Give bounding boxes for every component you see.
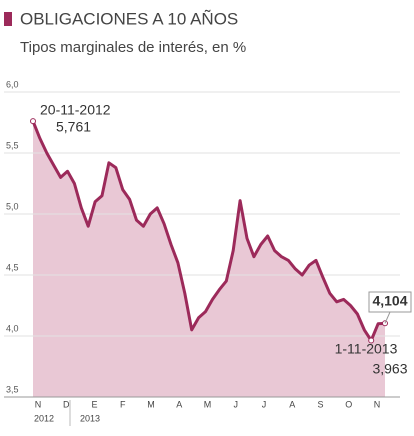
x-tick-label: A <box>176 399 182 409</box>
year-label: 2012 <box>34 413 54 423</box>
annotation-point <box>368 337 375 344</box>
x-tick-label: F <box>120 399 126 409</box>
x-tick-label: D <box>63 399 70 409</box>
y-tick-label: 6,0 <box>6 79 19 89</box>
annotation-value: 3,963 <box>372 361 407 377</box>
annotation-leader <box>384 311 391 324</box>
x-tick-label: J <box>262 399 267 409</box>
chart-subtitle: Tipos marginales de interés, en % <box>20 39 246 56</box>
annotation-date: 20-11-2012 <box>40 102 111 118</box>
area <box>33 121 385 397</box>
title-marker <box>4 12 12 26</box>
y-tick-label: 3,5 <box>6 384 19 394</box>
y-tick-label: 5,0 <box>6 201 19 211</box>
x-tick-label: N <box>374 399 381 409</box>
x-tick-label: M <box>204 399 212 409</box>
x-tick-label: A <box>289 399 295 409</box>
annotation-value: 4,104 <box>372 293 407 309</box>
chart-title: OBLIGACIONES A 10 AÑOS <box>20 9 238 28</box>
x-tick-label: O <box>345 399 352 409</box>
y-tick-label: 4,5 <box>6 262 19 272</box>
x-tick-label: J <box>234 399 239 409</box>
x-tick-label: N <box>35 399 42 409</box>
y-tick-label: 4,0 <box>6 323 19 333</box>
annotation-value: 5,761 <box>56 119 91 135</box>
annotation-point <box>30 118 36 125</box>
y-tick-label: 5,5 <box>6 140 19 150</box>
annotation-date: 1-11-2013 <box>335 341 398 357</box>
year-label: 2013 <box>80 413 100 423</box>
x-tick-label: S <box>317 399 323 409</box>
x-tick-label: M <box>147 399 155 409</box>
line <box>31 120 386 342</box>
x-tick-label: E <box>91 399 97 409</box>
